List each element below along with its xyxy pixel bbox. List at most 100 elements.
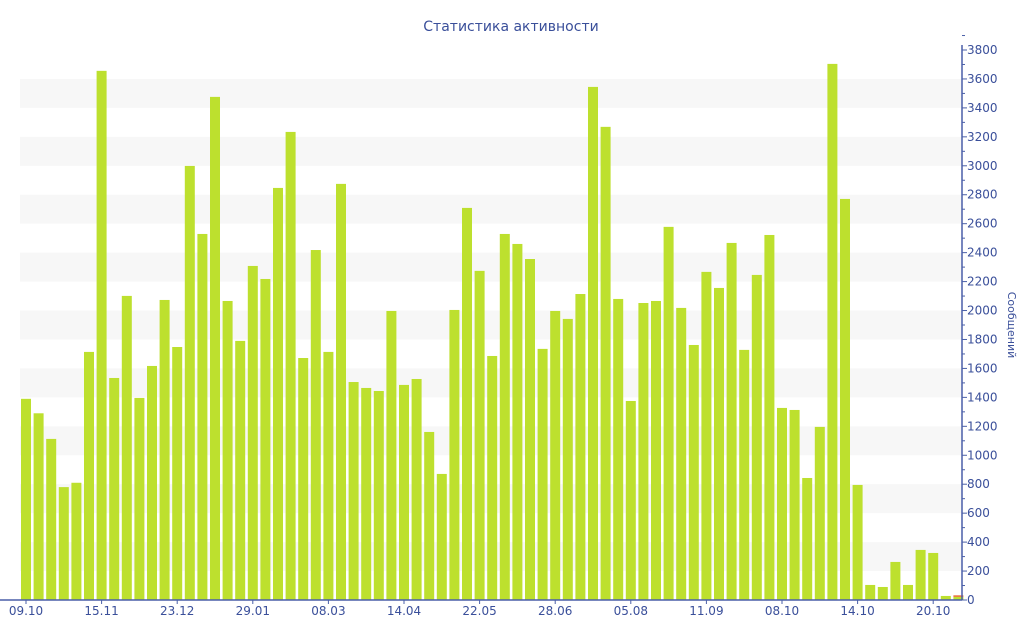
bar [46,438,57,600]
x-tick-label: 22.05 [462,604,496,618]
bar [436,473,447,600]
bar [285,131,296,600]
bar [273,187,283,600]
bar [210,96,220,600]
y-tick-label: 2400 [967,246,998,260]
bar [184,165,195,600]
bar [373,391,384,600]
bar [638,303,649,600]
bar [21,398,31,600]
bar [33,413,44,600]
bar [777,407,787,600]
bar [764,234,775,600]
bar [474,270,485,600]
bar [336,183,346,600]
y-tick-label: 2000 [967,304,998,318]
bar [663,226,674,601]
bar [487,355,498,600]
bar [928,552,939,600]
grid-band [20,78,962,108]
bar [915,549,926,600]
bar [814,426,825,600]
bar [751,274,762,600]
y-tick-label: 800 [967,477,990,491]
bar [310,250,321,601]
bar [789,409,800,600]
y-tick-label: 1400 [967,390,998,404]
x-tick-label: 15.11 [84,604,118,618]
bar [399,384,409,600]
bar [197,233,208,601]
bar [159,299,170,600]
bar [688,344,699,600]
x-tick-label: 14.10 [840,604,874,618]
bar [172,347,183,600]
bar [840,198,850,600]
bar [298,358,309,600]
bar [562,318,573,600]
bar [588,86,598,600]
bar [235,340,246,600]
bar [550,310,561,600]
y-tick-label: 2600 [967,217,998,231]
y-tick-label: 3800 [967,43,998,57]
bar [613,298,624,600]
bar [953,596,964,600]
bar [600,126,611,601]
bar [701,271,712,600]
x-tick-label: 05.08 [614,604,648,618]
bar [109,377,120,600]
bar [134,397,145,600]
bar [726,242,737,600]
x-tick-label: 29.01 [236,604,270,618]
y-tick-label: 2800 [967,188,998,202]
bar [247,265,258,600]
bar [84,351,94,600]
bar [449,309,460,600]
bar [827,63,838,601]
x-tick-label: 11.09 [689,604,723,618]
bar [512,243,523,600]
bar [537,348,548,600]
bar [147,365,157,600]
y-tick-label: 3400 [967,101,998,115]
bar [651,300,661,600]
x-tick-label: 09.10 [9,604,43,618]
bar [348,382,359,600]
bar [525,259,535,600]
bar [424,431,435,600]
y-tick-label: 600 [967,506,990,520]
x-tick-label: 08.10 [765,604,799,618]
grid-band [20,310,962,340]
bar [323,351,334,600]
bar [865,584,876,600]
bar [386,310,397,600]
bar [222,300,233,600]
bar [877,586,888,600]
bar [121,295,132,600]
bar [625,400,636,600]
bar-segment-current [953,595,964,597]
bar [462,207,472,600]
bar [890,561,901,600]
y-tick-label: 3200 [967,130,998,144]
y-tick-label: 3600 [967,72,998,86]
x-tick-label: 28.06 [538,604,572,618]
y-axis-label: Сообщений [1005,292,1018,359]
bar [575,294,586,600]
bars [21,63,964,601]
y-tick-label: 1000 [967,448,998,462]
bar [361,387,372,600]
bar [903,584,913,600]
y-tick-label: 400 [967,535,990,549]
bar [58,487,69,600]
x-tick-label: 08.03 [311,604,345,618]
y-tick-label: 200 [967,564,990,578]
bar [499,233,510,601]
bar [739,349,750,600]
grid-band [20,194,962,224]
x-tick-label: 14.04 [387,604,421,618]
bar [260,278,271,600]
y-tick-label: 2200 [967,275,998,289]
